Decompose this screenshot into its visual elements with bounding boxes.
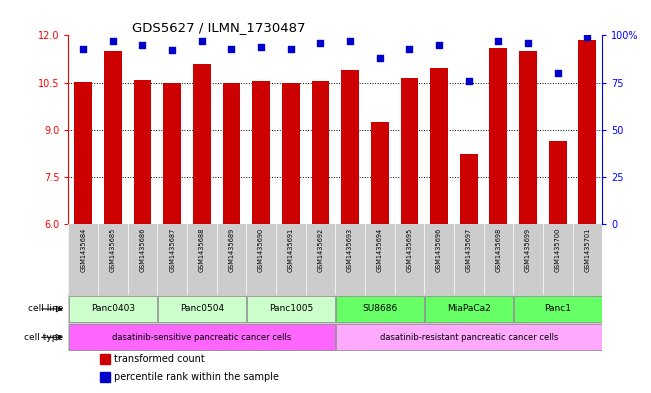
Text: GSM1435700: GSM1435700 <box>555 228 561 272</box>
Bar <box>579 40 596 224</box>
Point <box>553 70 563 76</box>
Text: GSM1435685: GSM1435685 <box>110 228 116 272</box>
Text: percentile rank within the sample: percentile rank within the sample <box>114 372 279 382</box>
Text: GSM1435699: GSM1435699 <box>525 228 531 272</box>
Point <box>582 34 592 40</box>
Bar <box>158 296 245 322</box>
Bar <box>341 70 359 224</box>
Bar <box>223 83 240 224</box>
Point <box>523 40 533 46</box>
Bar <box>490 48 507 224</box>
Point <box>256 44 266 50</box>
Bar <box>371 123 389 224</box>
Text: GSM1435694: GSM1435694 <box>377 228 383 272</box>
Text: GSM1435690: GSM1435690 <box>258 228 264 272</box>
Text: Panc1: Panc1 <box>544 305 571 314</box>
Text: MiaPaCa2: MiaPaCa2 <box>447 305 491 314</box>
Text: cell type: cell type <box>24 333 63 342</box>
Point <box>167 47 177 53</box>
Bar <box>430 68 448 224</box>
Bar <box>69 324 335 350</box>
Point <box>107 38 118 44</box>
Bar <box>104 51 122 224</box>
Point <box>493 38 504 44</box>
Text: GSM1435689: GSM1435689 <box>229 228 234 272</box>
Text: GSM1435696: GSM1435696 <box>436 228 442 272</box>
Bar <box>549 141 566 224</box>
Bar <box>252 81 270 224</box>
Point <box>197 38 207 44</box>
Text: dasatinib-sensitive pancreatic cancer cells: dasatinib-sensitive pancreatic cancer ce… <box>112 333 292 342</box>
Text: GSM1435693: GSM1435693 <box>347 228 353 272</box>
Bar <box>193 64 211 224</box>
Point <box>374 55 385 61</box>
Text: GDS5627 / ILMN_1730487: GDS5627 / ILMN_1730487 <box>132 21 306 34</box>
Text: Panc1005: Panc1005 <box>269 305 313 314</box>
Bar <box>400 78 419 224</box>
Text: GSM1435687: GSM1435687 <box>169 228 175 272</box>
Text: GSM1435695: GSM1435695 <box>406 228 412 272</box>
Bar <box>460 154 478 224</box>
Text: SU8686: SU8686 <box>362 305 397 314</box>
Text: Panc0504: Panc0504 <box>180 305 224 314</box>
Bar <box>282 83 299 224</box>
Bar <box>425 296 512 322</box>
Text: dasatinib-resistant pancreatic cancer cells: dasatinib-resistant pancreatic cancer ce… <box>380 333 558 342</box>
Point <box>315 40 326 46</box>
Text: GSM1435701: GSM1435701 <box>585 228 590 272</box>
Point <box>404 46 415 52</box>
Point <box>78 46 89 52</box>
Text: GSM1435691: GSM1435691 <box>288 228 294 272</box>
Text: GSM1435688: GSM1435688 <box>199 228 205 272</box>
Bar <box>247 296 335 322</box>
Bar <box>100 372 110 382</box>
Bar <box>133 80 152 224</box>
Text: cell line: cell line <box>27 305 63 314</box>
Text: GSM1435692: GSM1435692 <box>318 228 324 272</box>
Bar <box>100 354 110 364</box>
Point <box>434 42 444 48</box>
Bar <box>336 324 602 350</box>
Text: Panc0403: Panc0403 <box>90 305 135 314</box>
Bar <box>312 81 329 224</box>
Text: GSM1435684: GSM1435684 <box>80 228 86 272</box>
Bar <box>519 51 537 224</box>
Text: GSM1435697: GSM1435697 <box>465 228 472 272</box>
Point <box>464 77 474 84</box>
Point <box>345 38 355 44</box>
Text: GSM1435686: GSM1435686 <box>139 228 145 272</box>
Text: transformed count: transformed count <box>114 354 204 364</box>
Bar <box>74 82 92 224</box>
Bar <box>69 296 157 322</box>
Bar <box>514 296 602 322</box>
Bar <box>336 296 424 322</box>
Point <box>286 46 296 52</box>
Bar <box>163 83 181 224</box>
Text: GSM1435698: GSM1435698 <box>495 228 501 272</box>
Point <box>227 46 237 52</box>
Point <box>137 42 148 48</box>
